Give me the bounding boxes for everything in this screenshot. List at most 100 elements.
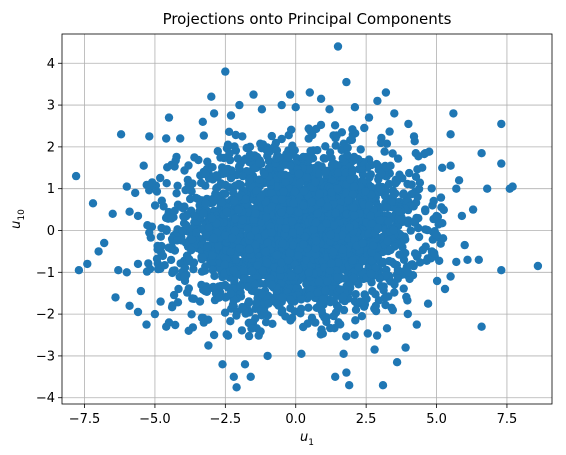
scatter-point: [439, 205, 448, 215]
scatter-point: [380, 293, 389, 302]
scatter-point: [83, 259, 92, 269]
scatter-point: [275, 153, 284, 162]
scatter-point: [325, 105, 334, 114]
scatter-point: [351, 316, 360, 325]
scatter-point: [229, 372, 238, 381]
scatter-point: [122, 268, 131, 277]
scatter-point: [390, 109, 399, 118]
scatter-point: [184, 326, 193, 335]
scatter-point: [185, 255, 194, 264]
scatter-point: [162, 226, 171, 235]
scatter-point: [207, 214, 217, 223]
scatter-point: [180, 272, 189, 281]
scatter-point: [383, 236, 392, 246]
scatter-point: [125, 301, 134, 310]
scatter-point: [145, 228, 154, 237]
scatter-point: [267, 131, 276, 141]
y-tick-label: −4: [36, 391, 55, 406]
scatter-point: [266, 274, 275, 283]
scatter-point: [436, 239, 445, 248]
scatter-point: [145, 132, 154, 141]
scatter-points: [71, 42, 543, 392]
y-axis-label: u10: [9, 209, 27, 229]
scatter-point: [385, 127, 394, 136]
scatter-point: [257, 105, 267, 114]
scatter-point: [164, 113, 174, 122]
scatter-point: [331, 208, 340, 218]
scatter-point: [221, 67, 230, 76]
scatter-point: [497, 266, 506, 275]
x-axis-label-sub: 1: [308, 438, 314, 448]
x-tick-label: 5.0: [426, 412, 447, 427]
x-axis-label-base: u: [300, 430, 308, 445]
scatter-point: [108, 209, 117, 218]
scatter-point: [343, 143, 352, 152]
x-tick-label: −7.5: [69, 412, 101, 427]
axis-ticks: −7.5 −5.0 −2.5 0.0 2.5 5.0 7.5 −4 −3 −2 −1 0 1 2 3 4: [36, 57, 517, 427]
scatter-point: [238, 302, 247, 312]
scatter-point: [403, 268, 413, 277]
scatter-point: [190, 153, 199, 162]
scatter-point: [256, 192, 265, 202]
scatter-point: [281, 177, 290, 187]
scatter-point: [438, 163, 447, 172]
scatter-point: [185, 182, 195, 191]
scatter-point: [276, 265, 285, 274]
scatter-point: [209, 282, 218, 292]
scatter-point: [88, 199, 98, 208]
scatter-point: [327, 259, 336, 268]
scatter-point: [243, 224, 252, 234]
scatter-point: [326, 323, 335, 333]
scatter-point: [446, 130, 455, 139]
scatter-point: [290, 187, 300, 196]
scatter-point: [228, 300, 238, 309]
scatter-point: [233, 154, 242, 163]
scatter-point: [255, 158, 264, 168]
scatter-point: [432, 276, 442, 286]
scatter-point: [403, 309, 412, 319]
scatter-point: [209, 233, 219, 243]
scatter-point: [150, 201, 160, 210]
scatter-point: [171, 156, 180, 165]
scatter-point: [256, 327, 265, 336]
scatter-point: [305, 88, 314, 97]
scatter-point: [133, 211, 143, 221]
scatter-point: [226, 247, 235, 256]
scatter-point: [229, 266, 238, 275]
scatter-point: [347, 135, 357, 145]
scatter-point: [220, 308, 230, 317]
scatter-point: [415, 178, 425, 187]
scatter-point: [350, 103, 360, 112]
scatter-point: [483, 184, 492, 193]
scatter-point: [294, 169, 304, 179]
scatter-point: [409, 261, 418, 271]
scatter-point: [209, 330, 219, 340]
scatter-point: [230, 196, 239, 206]
scatter-point: [410, 216, 420, 225]
scatter-point: [358, 239, 367, 248]
scatter-point: [302, 173, 311, 182]
scatter-point: [371, 290, 380, 299]
scatter-point: [263, 351, 272, 361]
scatter-point: [449, 109, 458, 118]
scatter-point: [114, 266, 123, 275]
scatter-point: [213, 242, 223, 251]
scatter-point: [300, 232, 310, 241]
scatter-point: [393, 154, 403, 163]
scatter-point: [341, 168, 350, 178]
scatter-point: [333, 42, 343, 51]
scatter-point: [230, 142, 239, 151]
scatter-point: [288, 228, 297, 237]
scatter-point: [427, 184, 436, 193]
scatter-point: [390, 179, 399, 188]
scatter-point: [201, 199, 210, 208]
scatter-point: [189, 294, 199, 303]
scatter-point: [245, 245, 254, 254]
scatter-point: [336, 320, 345, 329]
scatter-point: [278, 293, 287, 302]
scatter-point: [347, 168, 357, 177]
scatter-point: [235, 100, 244, 110]
scatter-point: [261, 318, 271, 327]
scatter-point: [399, 284, 408, 293]
